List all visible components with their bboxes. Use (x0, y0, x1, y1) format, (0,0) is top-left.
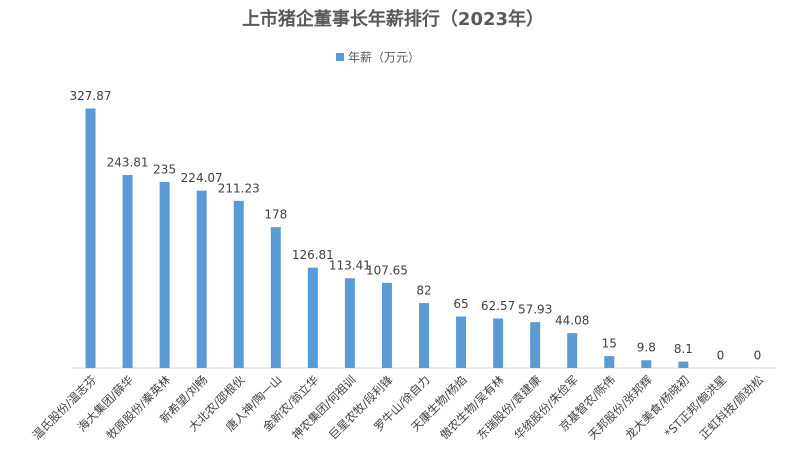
value-label: 9.8 (637, 341, 656, 355)
legend-label: 年薪（万元） (348, 51, 420, 65)
value-label: 211.23 (218, 181, 260, 195)
value-label: 178 (264, 208, 287, 222)
bar (493, 318, 504, 368)
bar (381, 282, 392, 368)
bar (344, 278, 355, 368)
bar (233, 200, 244, 368)
value-label: 243.81 (107, 156, 149, 170)
value-label: 8.1 (674, 342, 693, 356)
legend-swatch (336, 53, 344, 61)
value-label: 0 (717, 349, 725, 363)
value-label: 235 (153, 163, 176, 177)
bar (270, 227, 281, 368)
value-label: 107.65 (366, 263, 408, 277)
chart-title: 上市猪企董事长年薪排行（2023年） (242, 8, 544, 30)
bar (678, 361, 689, 368)
bar (85, 108, 96, 368)
bar (567, 333, 578, 368)
bar (159, 182, 170, 368)
value-label: 57.93 (518, 303, 552, 317)
value-label: 327.87 (70, 89, 112, 103)
value-label: 126.81 (292, 248, 334, 262)
value-label: 65 (453, 297, 468, 311)
value-label: 15 (602, 337, 617, 351)
bar (604, 356, 615, 368)
bar (530, 322, 541, 368)
bar (641, 360, 652, 368)
bar (419, 303, 429, 368)
value-label: 44.08 (555, 314, 589, 328)
bar (196, 190, 207, 368)
value-label: 224.07 (181, 171, 223, 185)
value-label: 0 (754, 349, 762, 363)
bar (456, 316, 467, 368)
value-label: 113.41 (329, 259, 371, 273)
bar (307, 267, 318, 368)
value-label: 62.57 (481, 299, 515, 313)
bar (122, 175, 133, 368)
value-label: 82 (416, 284, 431, 298)
